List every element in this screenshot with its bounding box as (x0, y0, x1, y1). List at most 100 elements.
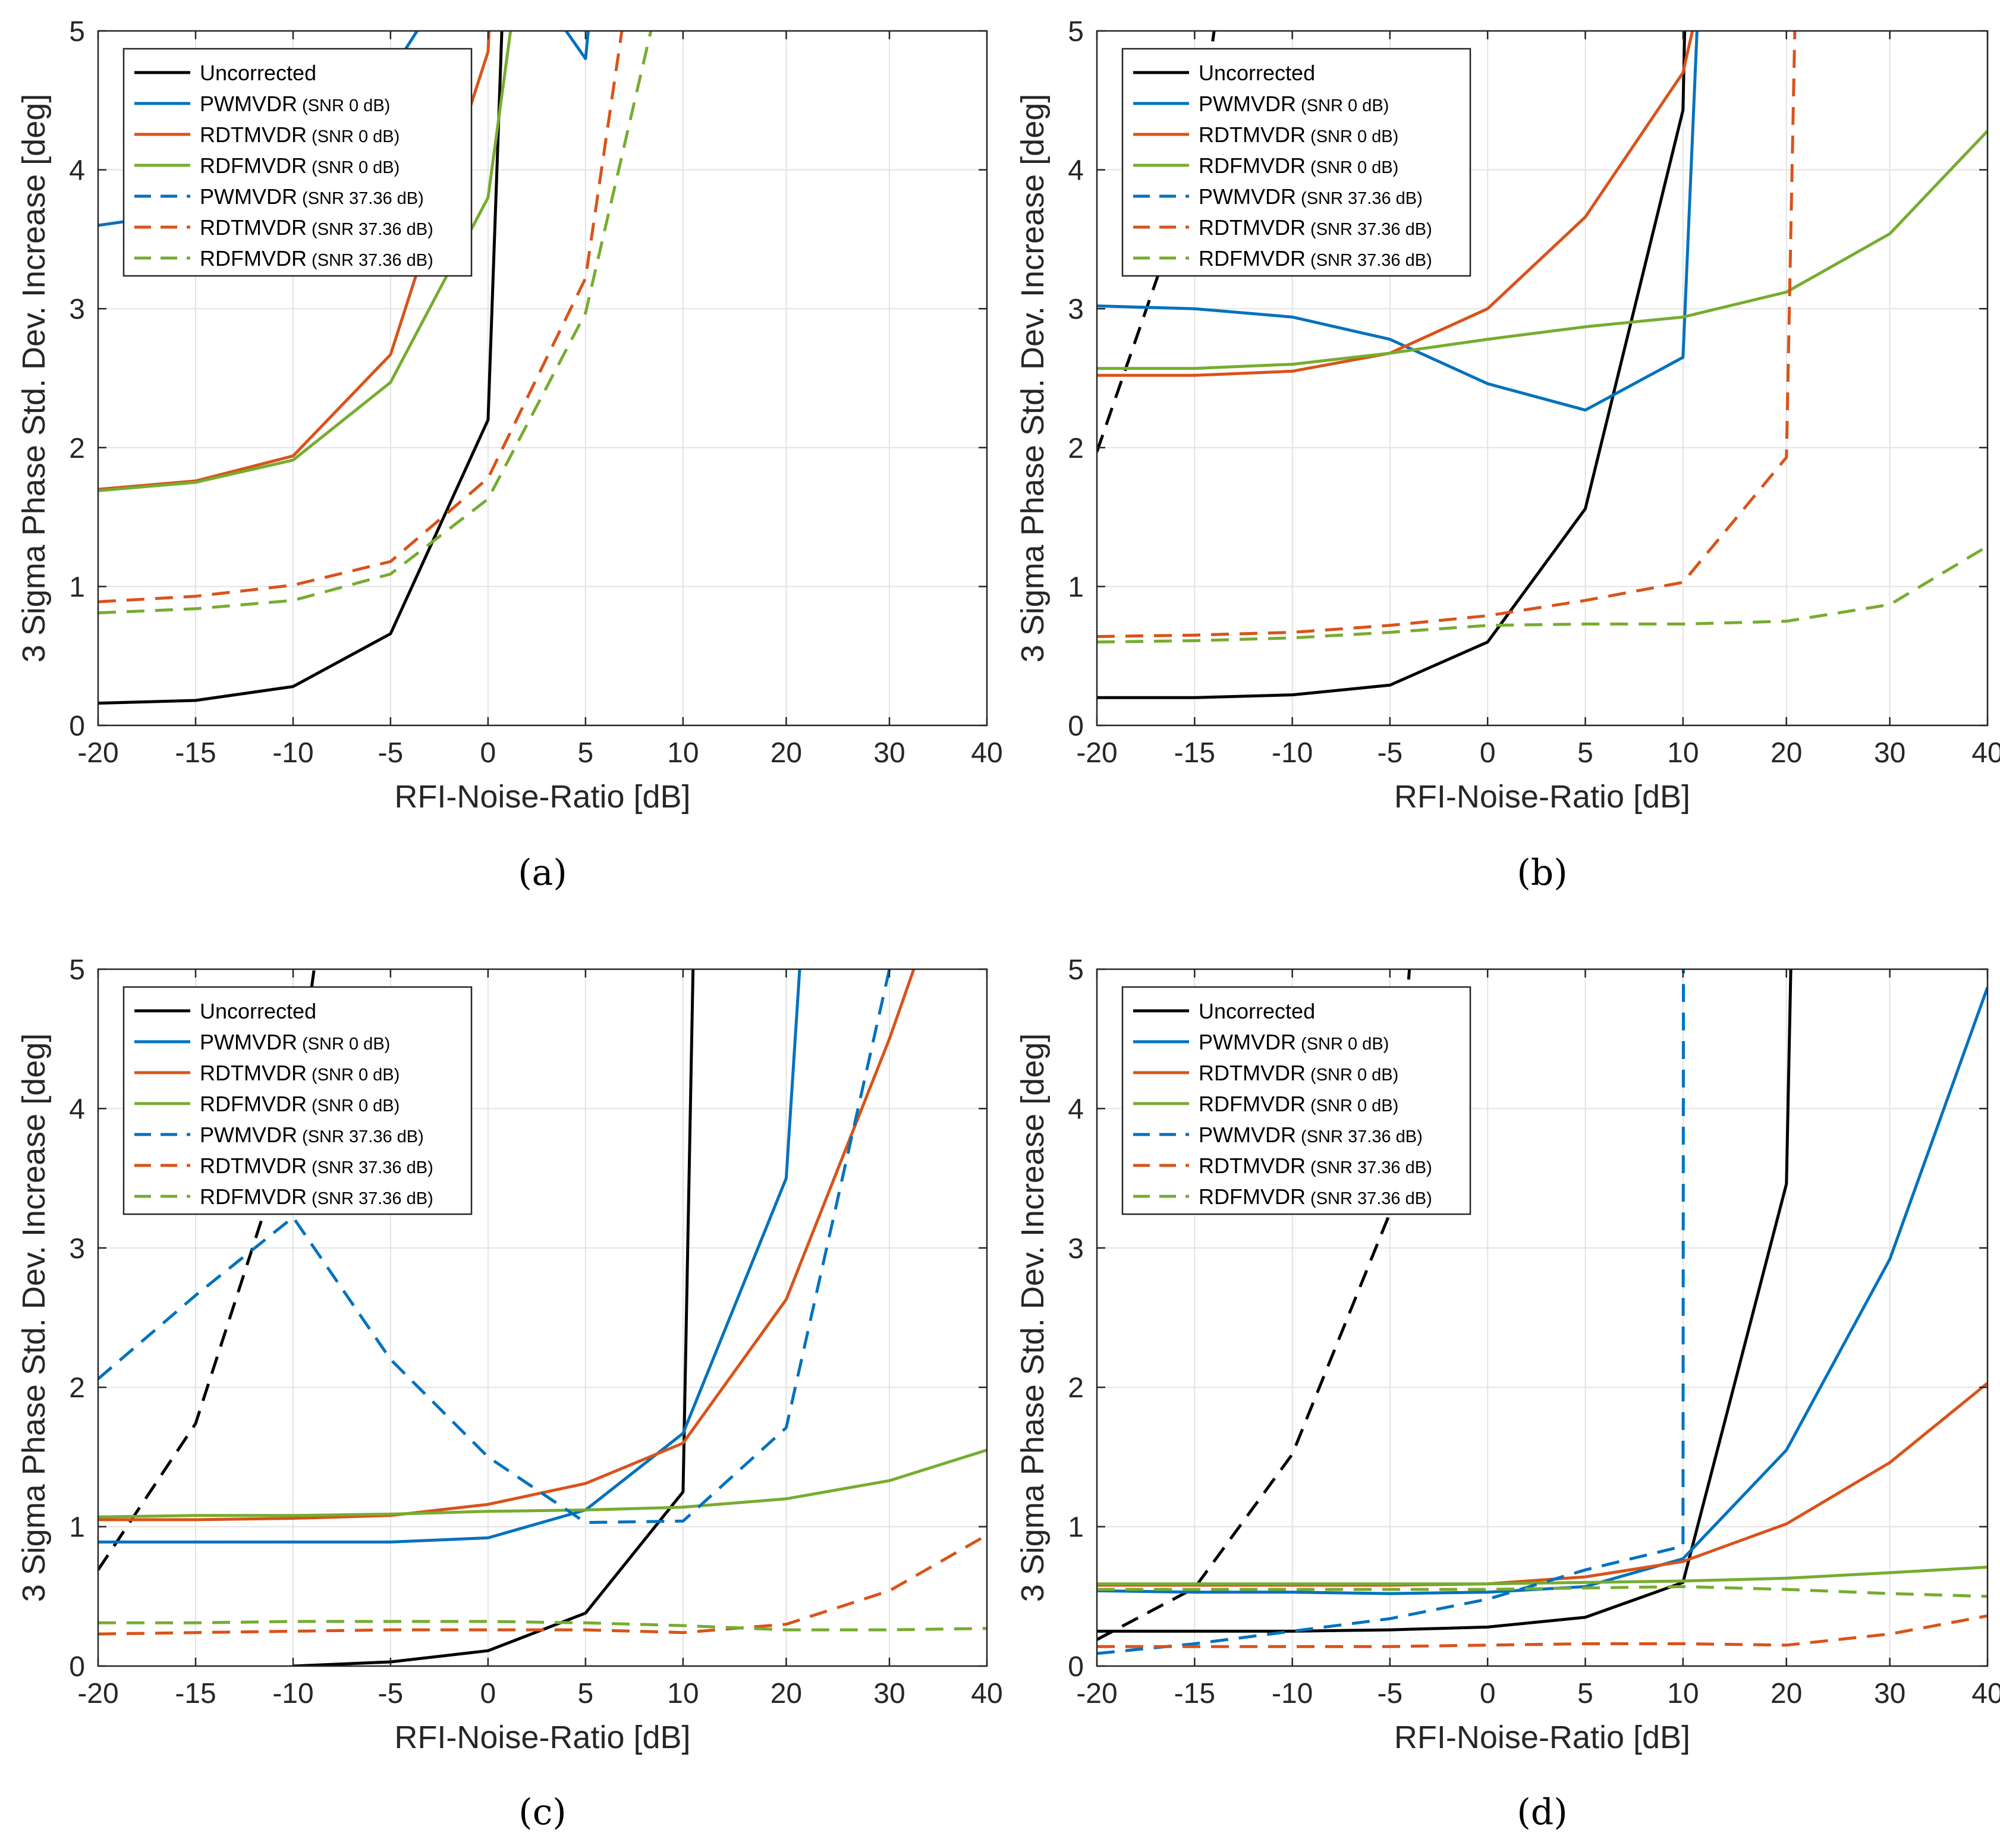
x-tick-label: 20 (771, 1678, 802, 1709)
x-tick-label: -10 (272, 737, 313, 769)
x-tick-label: 10 (1667, 737, 1699, 769)
y-axis-label: 3 Sigma Phase Std. Dev. Increase [deg] (16, 94, 52, 663)
series-line (98, 1620, 987, 1632)
legend-method: PWMVDR (1199, 184, 1296, 209)
legend-entry: PWMVDR (SNR 0 dB) (1199, 92, 1389, 116)
x-axis-label: RFI-Noise-Ratio [dB] (394, 779, 690, 815)
legend-entry: RDTMVDR (SNR 0 dB) (200, 122, 400, 147)
series-line (98, 1448, 987, 1519)
legend-method: PWMVDR (200, 92, 297, 116)
legend-method: Uncorrected (1199, 999, 1315, 1023)
legend-box (1121, 48, 1471, 277)
y-tick-label: 3 (1068, 1233, 1084, 1265)
legend-method: PWMVDR (1199, 1123, 1296, 1147)
y-axis-label: 3 Sigma Phase Std. Dev. Increase [deg] (1015, 1033, 1051, 1602)
y-tick-label: 4 (69, 155, 85, 187)
y-tick-label: 2 (69, 433, 85, 464)
x-tick-label: -20 (1076, 737, 1117, 769)
x-tick-label: -20 (1076, 1678, 1117, 1709)
legend-method: RDTMVDR (1199, 1061, 1306, 1085)
x-tick-label: 30 (1874, 737, 1905, 769)
legend-box (1121, 986, 1471, 1215)
legend-entry: PWMVDR (SNR 0 dB) (200, 92, 390, 116)
x-tick-label: 5 (578, 1678, 594, 1709)
y-axis-label: 3 Sigma Phase Std. Dev. Increase [deg] (16, 1033, 52, 1602)
series-line (1097, 31, 1687, 699)
series-line (98, 31, 624, 604)
y-tick-label: 0 (1068, 1651, 1084, 1683)
legend-snr: (SNR 37.36 dB) (1306, 1158, 1432, 1177)
x-tick-label: 20 (1771, 737, 1802, 769)
legend-entry: RDFMVDR (SNR 0 dB) (1199, 1092, 1398, 1116)
legend-method: RDTMVDR (1199, 122, 1306, 147)
legend-method: RDFMVDR (200, 1184, 307, 1209)
series-line (98, 969, 801, 1544)
series-line (1097, 969, 1685, 1655)
y-tick-label: 0 (69, 1651, 85, 1683)
legend-snr: (SNR 0 dB) (307, 127, 400, 146)
legend-snr: (SNR 37.36 dB) (1306, 251, 1432, 270)
series-line (1097, 969, 1793, 1633)
legend-entry: PWMVDR (SNR 0 dB) (1199, 1030, 1389, 1054)
series-line (1097, 969, 1411, 1641)
axes-box (97, 30, 988, 727)
legend-box (122, 986, 473, 1215)
x-tick-label: 10 (667, 1678, 699, 1709)
legend-snr: (SNR 0 dB) (1306, 1096, 1398, 1115)
x-tick-label: -15 (1174, 1678, 1215, 1709)
x-tick-label: 10 (1667, 1678, 1699, 1709)
y-axis-label: 3 Sigma Phase Std. Dev. Increase [deg] (1015, 94, 1051, 663)
series-group (1097, 31, 1988, 699)
legend-method: Uncorrected (200, 61, 316, 85)
legend-snr: (SNR 37.36 dB) (307, 251, 433, 270)
x-tick-label: 40 (971, 1678, 1002, 1709)
x-tick-label: -20 (77, 1678, 118, 1709)
legend-method: RDTMVDR (200, 1154, 307, 1178)
x-tick-label: -15 (175, 1678, 216, 1709)
legend-entry: RDFMVDR (SNR 37.36 dB) (1199, 246, 1432, 271)
series-line (1097, 1566, 1988, 1586)
legend-entry: Uncorrected (200, 61, 316, 85)
series-line (293, 969, 695, 1666)
y-tick-label: 5 (1068, 954, 1084, 986)
y-tick-label: 5 (69, 16, 85, 48)
legend-method: RDFMVDR (1199, 153, 1306, 178)
axes-box (1096, 968, 1989, 1667)
legend-entry: RDFMVDR (SNR 37.36 dB) (200, 1184, 433, 1209)
legend-method: RDFMVDR (200, 153, 307, 178)
axes-box (97, 968, 988, 1667)
x-tick-label: -5 (1377, 1678, 1402, 1709)
legend-entry: PWMVDR (SNR 37.36 dB) (200, 184, 424, 209)
y-tick-label: 4 (1068, 1093, 1084, 1125)
x-tick-label: 20 (1771, 1678, 1802, 1709)
legend-box (122, 48, 473, 277)
legend-entry: RDFMVDR (SNR 37.36 dB) (1199, 1184, 1432, 1209)
series-line (1097, 1585, 1988, 1598)
legend-entry: RDTMVDR (SNR 0 dB) (1199, 122, 1398, 147)
y-tick-label: 2 (1068, 1372, 1084, 1404)
legend-snr: (SNR 0 dB) (1296, 1035, 1389, 1054)
legend-method: RDTMVDR (1199, 215, 1306, 240)
x-tick-label: -10 (1272, 737, 1313, 769)
legend-entry: PWMVDR (SNR 37.36 dB) (1199, 184, 1423, 209)
y-tick-label: 5 (69, 954, 85, 986)
legend-entry: Uncorrected (1199, 61, 1315, 85)
legend-snr: (SNR 37.36 dB) (297, 1127, 424, 1146)
y-tick-label: 0 (1068, 711, 1084, 742)
subplot-label: (d) (1517, 1792, 1567, 1833)
y-tick-label: 5 (1068, 16, 1084, 48)
y-tick-label: 4 (69, 1093, 85, 1125)
legend-method: RDFMVDR (1199, 246, 1306, 271)
legend-snr: (SNR 37.36 dB) (297, 189, 424, 208)
legend-snr: (SNR 0 dB) (307, 1066, 400, 1085)
series-line (98, 31, 504, 705)
x-tick-label: 30 (873, 1678, 905, 1709)
x-tick-label: -5 (378, 737, 404, 769)
x-tick-label: 5 (578, 737, 594, 769)
legend-snr: (SNR 0 dB) (297, 96, 390, 115)
x-tick-label: 20 (771, 737, 802, 769)
legend-entry: RDTMVDR (SNR 37.36 dB) (1199, 1154, 1432, 1178)
